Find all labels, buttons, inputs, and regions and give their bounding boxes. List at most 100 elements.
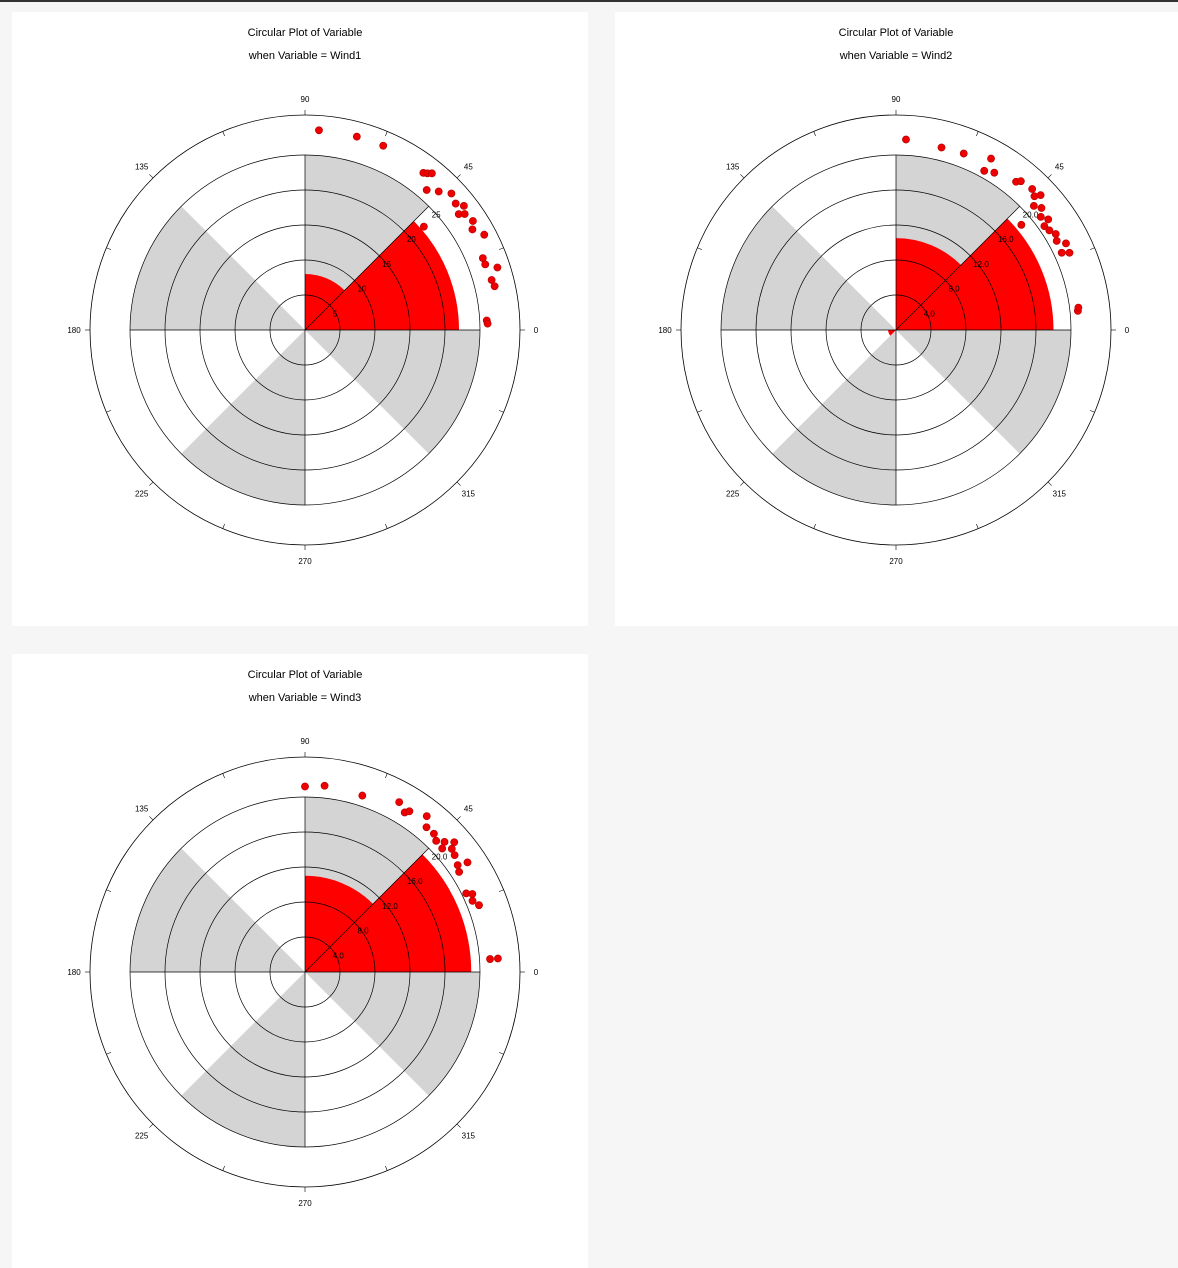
data-point [1051, 230, 1060, 238]
gray-band [181, 972, 305, 1147]
data-point [453, 861, 462, 869]
data-point [1028, 185, 1037, 193]
radial-axis [895, 206, 1020, 331]
gray-band [772, 330, 896, 505]
minor-tick [1089, 410, 1095, 413]
angle-label: 225 [135, 489, 149, 498]
major-tick [456, 816, 461, 821]
angle-label: 270 [298, 557, 312, 566]
minor-tick [498, 410, 504, 413]
chart-subtitle: when Variable = Wind2 [839, 50, 953, 62]
data-point [468, 225, 477, 234]
data-point [358, 791, 367, 800]
data-point [301, 782, 309, 791]
minor-tick [385, 773, 388, 779]
data-point [475, 901, 483, 910]
data-point [490, 282, 499, 291]
data-point [450, 851, 459, 860]
data-point [493, 263, 502, 272]
radial-tick-label: 20.0 [432, 852, 448, 861]
angle-label: 315 [462, 489, 476, 498]
data-point [438, 844, 447, 853]
chart-panel-wind1: Circular Plot of Variable when Variable =… [12, 12, 588, 626]
data-point [987, 154, 995, 163]
data-point [1040, 222, 1049, 231]
major-tick [740, 481, 745, 486]
data-point [468, 890, 477, 898]
angle-label: 135 [135, 805, 149, 814]
major-tick [149, 816, 154, 821]
gray-band [181, 330, 305, 505]
angle-label: 135 [135, 163, 149, 172]
sector-bar [305, 854, 472, 972]
radial-axis [304, 206, 429, 331]
data-point [483, 319, 492, 328]
major-tick [456, 1123, 461, 1128]
data-point [487, 276, 496, 284]
data-point [379, 141, 388, 150]
gray-band [130, 848, 305, 972]
data-point [395, 798, 404, 807]
data-point [352, 132, 361, 141]
gray-band [130, 206, 305, 330]
data-point [422, 186, 431, 194]
data-point [1074, 303, 1083, 312]
radial-tick-label: 20 [407, 235, 416, 244]
minor-tick [385, 1165, 388, 1171]
minor-tick [222, 523, 225, 529]
chart-title: Circular Plot of Variable [248, 27, 363, 39]
data-point [1036, 212, 1045, 221]
data-point [455, 868, 464, 876]
data-point [320, 781, 329, 790]
chart-title: Circular Plot of Variable [248, 669, 363, 681]
angle-label: 90 [301, 737, 310, 746]
chart-subtitle: when Variable = Wind1 [248, 50, 362, 62]
radial-tick-label: 16.0 [998, 235, 1014, 244]
angle-label: 45 [1055, 163, 1064, 172]
angle-label: 90 [301, 95, 310, 104]
data-point [419, 222, 428, 231]
data-point [460, 210, 469, 218]
minor-tick [385, 523, 388, 529]
major-tick [456, 481, 461, 486]
data-point [315, 126, 323, 135]
chart-title: Circular Plot of Variable [839, 27, 954, 39]
data-point [429, 829, 438, 838]
angle-label: 315 [462, 1131, 476, 1140]
radial-tick-label: 20.0 [1023, 210, 1039, 219]
data-point [450, 838, 459, 847]
data-point [494, 954, 502, 963]
radial-tick-label: 12.0 [382, 902, 398, 911]
radial-tick-label: 25 [432, 210, 441, 219]
major-tick [456, 174, 461, 179]
gray-band [721, 206, 896, 330]
gray-band [896, 330, 1071, 454]
minor-tick [222, 1165, 225, 1171]
radial-tick-label: 15 [382, 260, 391, 269]
minor-tick [976, 131, 979, 137]
circular-plot-wind2: Circular Plot of Variable when Variable =… [658, 27, 1129, 566]
minor-tick [697, 247, 703, 250]
radial-tick-label: 8.0 [948, 285, 960, 294]
radial-tick-label: 12.0 [973, 260, 989, 269]
radial-tick-label: 4.0 [333, 951, 345, 960]
sector-bar [305, 875, 374, 972]
angle-label: 180 [67, 968, 81, 977]
minor-tick [976, 523, 979, 529]
sector-bar [305, 221, 459, 330]
minor-tick [106, 247, 112, 250]
data-point [468, 896, 477, 905]
minor-tick [1089, 247, 1095, 250]
major-tick [1047, 481, 1052, 486]
radial-tick-label: 4.0 [924, 309, 936, 318]
angle-label: 270 [298, 1199, 312, 1208]
angle-label: 90 [892, 95, 901, 104]
top-border [0, 0, 1178, 2]
data-point [422, 823, 431, 832]
radial-tick-label: 8.0 [357, 927, 369, 936]
data-point [463, 858, 472, 867]
circular-plot-wind1: Circular Plot of Variable when Variable =… [67, 27, 538, 566]
data-point [959, 149, 968, 158]
minor-tick [498, 889, 504, 892]
data-point [486, 955, 494, 963]
